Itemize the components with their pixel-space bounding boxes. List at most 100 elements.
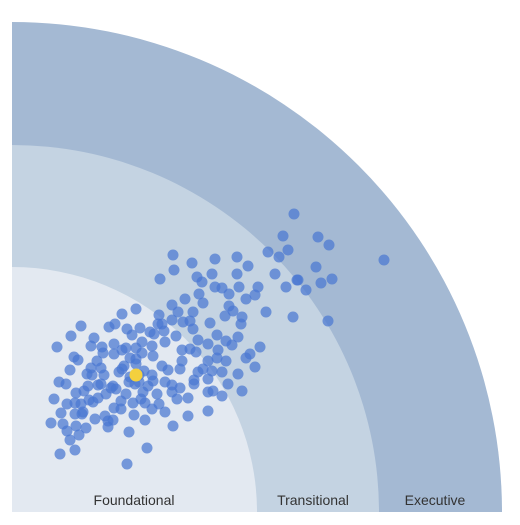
data-point <box>61 425 73 437</box>
data-point <box>130 358 142 370</box>
data-point <box>277 230 289 242</box>
data-point <box>116 363 128 375</box>
data-point <box>240 293 252 305</box>
data-point <box>260 306 272 318</box>
data-point <box>211 329 223 341</box>
highlight-point <box>129 368 143 382</box>
data-point <box>135 393 147 405</box>
data-point <box>159 406 171 418</box>
data-point <box>197 363 209 375</box>
data-point <box>61 398 73 410</box>
data-point <box>273 251 285 263</box>
data-point <box>134 322 146 334</box>
data-point <box>156 318 168 330</box>
data-point <box>159 336 171 348</box>
data-point <box>116 308 128 320</box>
data-point <box>121 458 133 470</box>
data-point <box>54 448 66 460</box>
data-point <box>141 442 153 454</box>
data-point <box>216 366 228 378</box>
data-point <box>115 403 127 415</box>
data-point <box>78 385 90 397</box>
data-point <box>45 417 57 429</box>
data-point <box>64 364 76 376</box>
data-point <box>105 382 117 394</box>
data-point <box>236 385 248 397</box>
data-point <box>85 340 97 352</box>
data-point <box>323 239 335 251</box>
data-point <box>197 297 209 309</box>
data-point <box>170 330 182 342</box>
data-point <box>154 273 166 285</box>
data-point <box>282 244 294 256</box>
data-point <box>312 231 324 243</box>
data-point <box>167 249 179 261</box>
data-point <box>53 376 65 388</box>
data-point <box>223 300 235 312</box>
data-point <box>156 360 168 372</box>
data-point <box>70 420 82 432</box>
data-point <box>202 355 214 367</box>
data-point <box>207 385 219 397</box>
data-point <box>146 340 158 352</box>
data-point <box>64 434 76 446</box>
data-point <box>196 276 208 288</box>
data-point <box>240 352 252 364</box>
data-point <box>190 346 202 358</box>
data-point <box>182 410 194 422</box>
data-point <box>315 277 327 289</box>
data-point <box>168 264 180 276</box>
data-point <box>128 409 140 421</box>
data-point <box>187 306 199 318</box>
data-point <box>326 273 338 285</box>
data-point <box>69 444 81 456</box>
data-point <box>232 331 244 343</box>
data-point <box>220 355 232 367</box>
data-point <box>269 268 281 280</box>
band-label-transitional: Transitional <box>277 492 349 508</box>
data-point <box>209 253 221 265</box>
data-point <box>310 261 322 273</box>
data-point <box>242 260 254 272</box>
data-point <box>192 334 204 346</box>
data-point <box>287 311 299 323</box>
data-point <box>300 284 312 296</box>
data-point <box>216 390 228 402</box>
data-point <box>55 407 67 419</box>
data-point <box>85 362 97 374</box>
data-point <box>144 326 156 338</box>
data-point <box>187 323 199 335</box>
data-point <box>136 347 148 359</box>
data-point <box>209 281 221 293</box>
data-point <box>80 422 92 434</box>
data-point <box>254 341 266 353</box>
data-point <box>146 403 158 415</box>
data-point <box>130 303 142 315</box>
data-point <box>172 306 184 318</box>
data-point <box>288 208 300 220</box>
data-point <box>72 354 84 366</box>
data-point <box>97 347 109 359</box>
data-point <box>151 388 163 400</box>
data-point <box>222 378 234 390</box>
data-point <box>123 426 135 438</box>
data-point <box>322 315 334 327</box>
data-point <box>193 288 205 300</box>
data-point <box>202 373 214 385</box>
data-point <box>206 268 218 280</box>
band-arcs <box>12 22 502 512</box>
data-point <box>65 330 77 342</box>
data-point <box>233 281 245 293</box>
data-point <box>126 329 138 341</box>
data-point <box>48 393 60 405</box>
data-point <box>280 281 292 293</box>
data-point <box>219 310 231 322</box>
data-point <box>89 413 101 425</box>
data-point <box>176 355 188 367</box>
band-labels: Foundational Transitional Executive <box>94 492 466 508</box>
band-label-foundational: Foundational <box>94 492 175 508</box>
data-point <box>171 393 183 405</box>
band-label-executive: Executive <box>405 492 466 508</box>
data-point <box>236 311 248 323</box>
data-point <box>176 344 188 356</box>
